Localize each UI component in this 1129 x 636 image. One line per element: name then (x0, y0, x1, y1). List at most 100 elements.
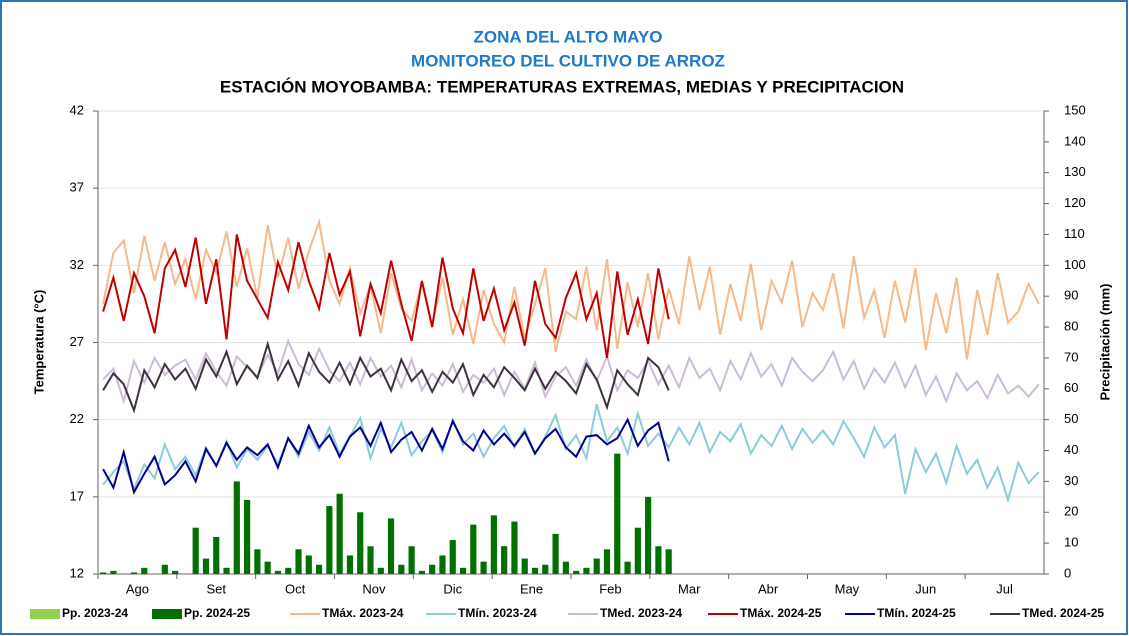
bar (645, 496, 652, 574)
legend-label: Pp. 2023-24 (62, 606, 128, 620)
y2-tick-label: 100 (1064, 257, 1086, 272)
bar (542, 564, 549, 574)
y2-tick-label: 0 (1064, 565, 1071, 580)
y2-tick-label: 110 (1064, 226, 1085, 241)
bar (593, 558, 600, 574)
bar (202, 558, 210, 574)
x-tick-label: Set (206, 581, 226, 596)
y2-tick-label: 10 (1064, 535, 1078, 550)
bar (141, 567, 148, 574)
bar (501, 546, 508, 574)
y-axis-label: Temperatura (°C) (31, 290, 46, 395)
bar (614, 453, 621, 574)
bar (357, 512, 364, 574)
y2-tick-label: 140 (1064, 133, 1086, 148)
y-tick-label: 37 (70, 180, 84, 195)
bar (336, 493, 343, 574)
bar (531, 567, 539, 574)
bar (130, 572, 138, 574)
line (102, 403, 1040, 504)
bar (223, 567, 230, 574)
legend-label: TMed. 2024-25 (1022, 606, 1104, 620)
bar (552, 533, 559, 574)
bar (521, 558, 528, 574)
chart-title: ZONA DEL ALTO MAYO (474, 27, 663, 46)
bar (459, 567, 467, 574)
bar (110, 570, 117, 574)
x-tick-label: Ago (126, 581, 149, 596)
y2-tick-label: 150 (1064, 102, 1086, 117)
y-tick-label: 12 (70, 565, 84, 580)
legend-label: TMín. 2023-24 (458, 606, 537, 620)
bar (408, 546, 415, 574)
bar (254, 549, 261, 574)
bar (470, 524, 477, 574)
y2-tick-label: 120 (1064, 195, 1086, 210)
x-tick-label: Oct (285, 581, 306, 596)
y2-tick-label: 30 (1064, 473, 1078, 488)
y-tick-label: 22 (70, 411, 84, 426)
bar (305, 555, 312, 574)
bar (233, 481, 240, 574)
y2-tick-label: 60 (1064, 380, 1078, 395)
legend-label: TMáx. 2024-25 (740, 606, 822, 620)
bar (429, 564, 436, 574)
x-tick-label: Abr (758, 581, 779, 596)
y2-tick-label: 130 (1064, 164, 1086, 179)
legend-label: Pp. 2024-25 (184, 606, 250, 620)
bar (285, 567, 292, 574)
x-tick-label: Feb (599, 581, 621, 596)
bar (377, 567, 384, 574)
bar (418, 570, 425, 574)
y2-tick-label: 50 (1064, 411, 1078, 426)
bar (161, 564, 168, 574)
legend-swatch (152, 609, 182, 619)
bar (367, 546, 374, 574)
bar (655, 546, 662, 574)
y2-tick-label: 80 (1064, 319, 1078, 334)
bar (449, 540, 456, 574)
x-tick-label: Ene (520, 581, 543, 596)
y2-tick-label: 40 (1064, 442, 1078, 457)
bar (326, 506, 333, 574)
bar (583, 567, 590, 574)
x-tick-label: Jul (996, 581, 1013, 596)
bar (398, 564, 405, 574)
bar (172, 570, 179, 574)
bar (274, 570, 282, 574)
chart-subtitle: MONITOREO DEL CULTIVO DE ARROZ (411, 51, 725, 70)
x-tick-label: Dic (443, 581, 462, 596)
line (102, 340, 670, 414)
line (102, 234, 670, 359)
bar (213, 536, 220, 574)
legend-label: TMín. 2024-25 (877, 606, 956, 620)
bar (100, 572, 107, 574)
bar (490, 515, 497, 574)
bar (624, 561, 631, 574)
y2-tick-label: 20 (1064, 504, 1078, 519)
x-tick-label: Mar (678, 581, 701, 596)
y2-tick-label: 90 (1064, 288, 1078, 303)
bar (511, 521, 518, 574)
bar (295, 549, 302, 574)
bar (665, 549, 672, 574)
y-tick-label: 32 (70, 257, 84, 272)
bar (244, 499, 251, 574)
y2-tick-label: 70 (1064, 349, 1078, 364)
x-tick-label: May (835, 581, 860, 596)
bar (562, 561, 569, 574)
bar (603, 549, 611, 574)
y2-axis-label: Precipitación (mm) (1097, 283, 1112, 400)
line (102, 218, 1040, 360)
bar (315, 564, 323, 574)
bar (573, 570, 580, 574)
x-tick-label: Nov (362, 581, 386, 596)
bar (480, 561, 487, 574)
bar (634, 527, 641, 574)
bar (439, 555, 446, 574)
bar (387, 518, 395, 574)
bar (346, 555, 354, 574)
legend-label: TMáx. 2023-24 (322, 606, 404, 620)
